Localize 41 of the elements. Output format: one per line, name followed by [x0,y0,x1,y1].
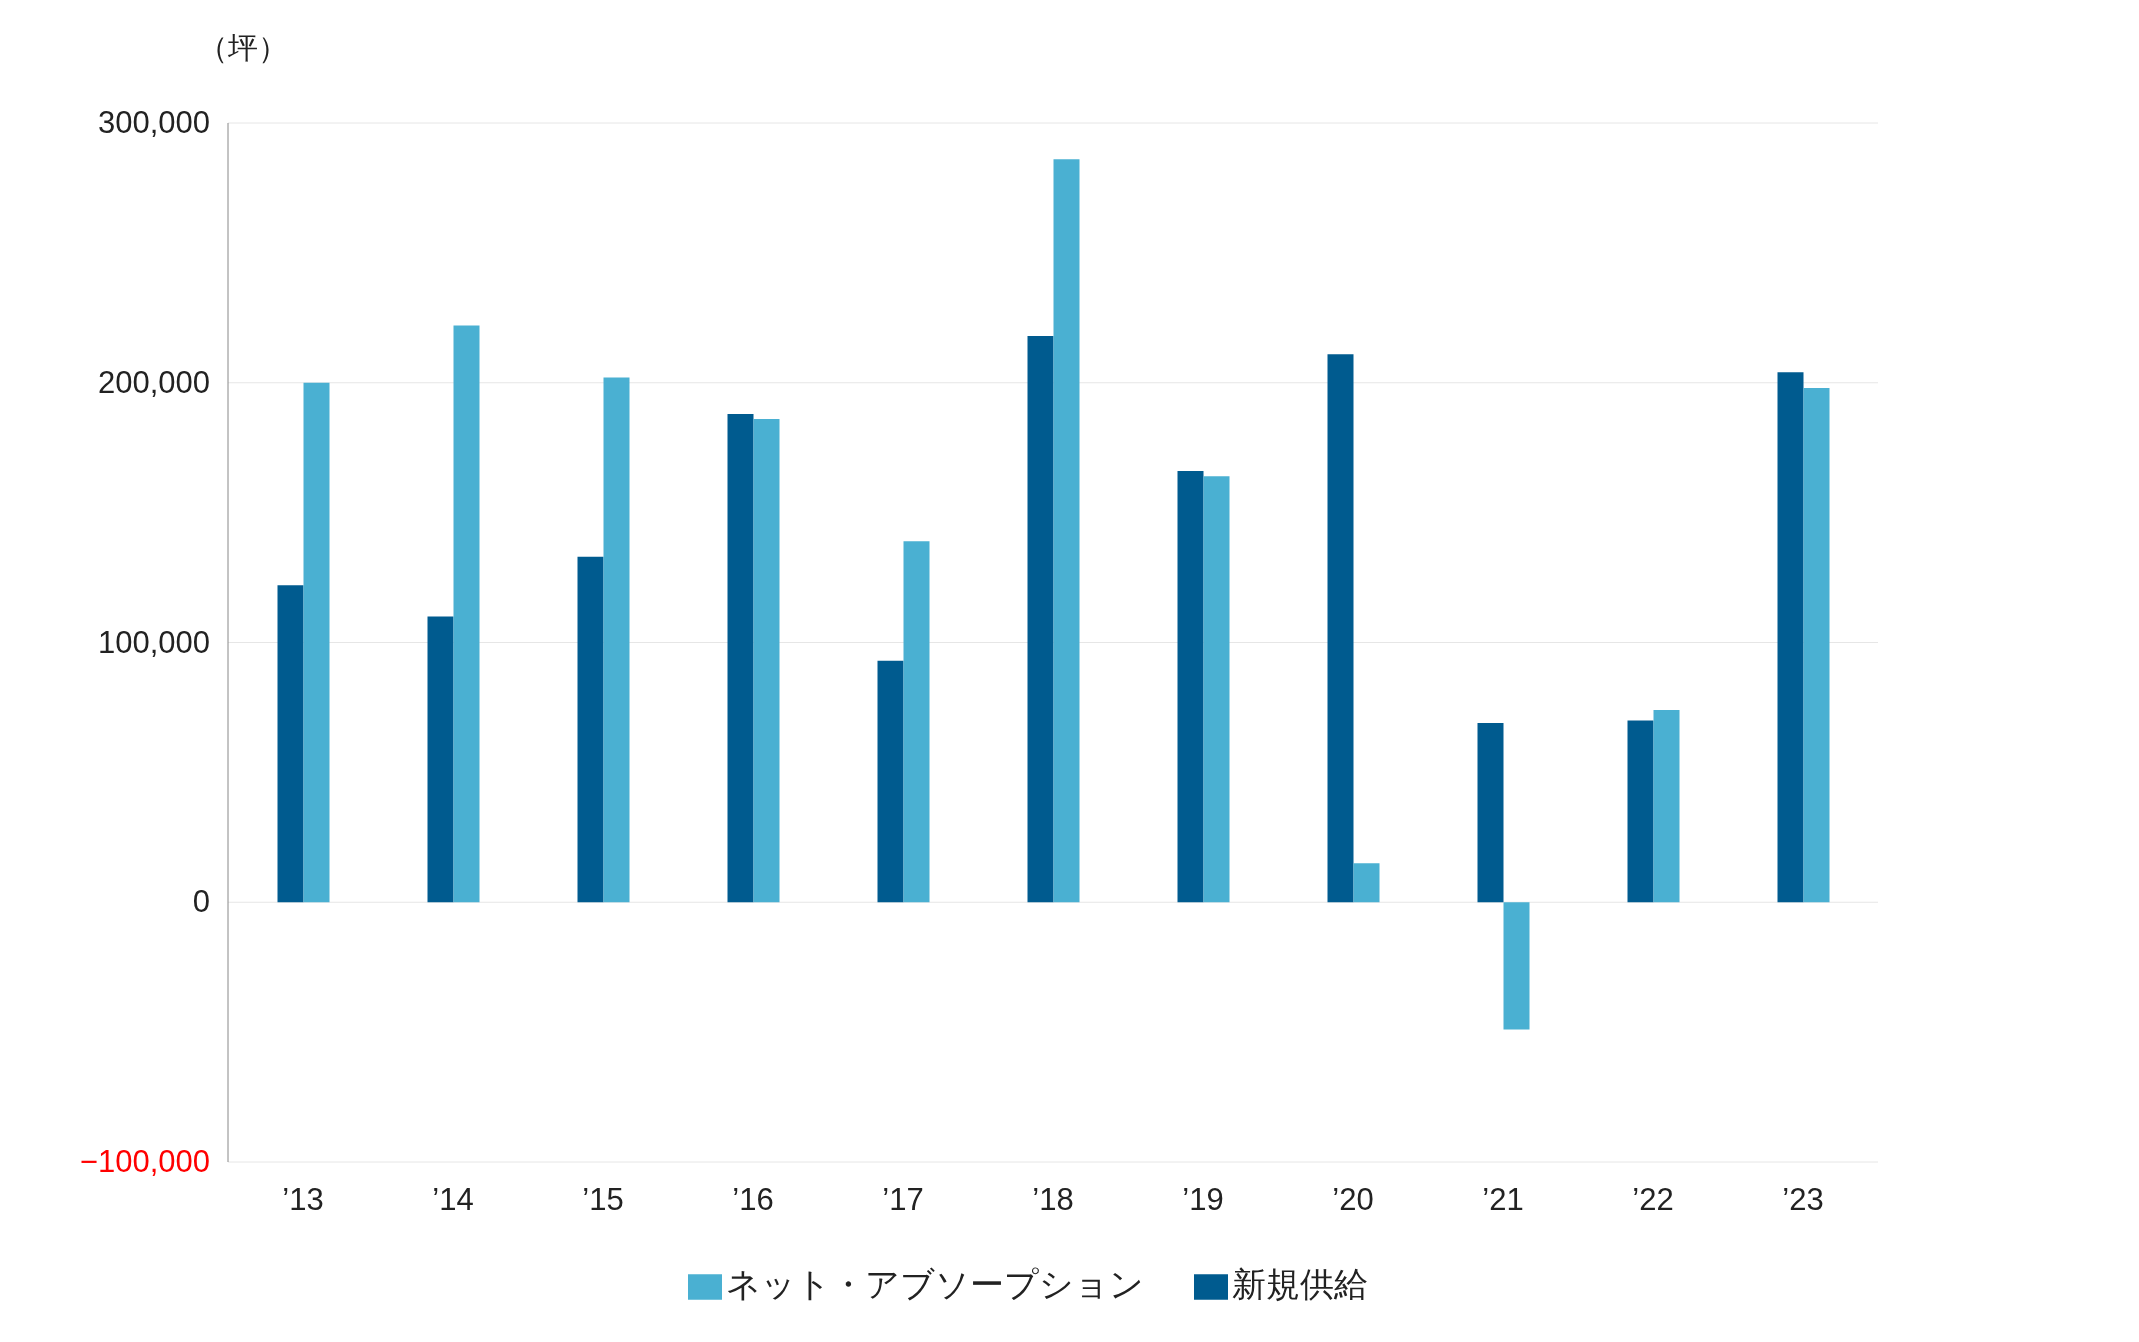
bar [727,413,754,903]
bar [453,325,480,903]
bar [903,541,930,903]
x-tick-label: ’19 [1182,1182,1224,1218]
x-tick-label: ’23 [1782,1182,1824,1218]
bar [1503,902,1530,1030]
legend-label: 新規供給 [1232,1265,1368,1303]
bar [577,556,604,903]
x-tick-label: ’13 [282,1182,324,1218]
bar [1653,710,1680,903]
x-tick-label: ’14 [432,1182,474,1218]
x-tick-label: ’21 [1482,1182,1524,1218]
bar [1053,159,1080,903]
bar [1177,471,1204,903]
legend-label: ネット・アブソープション [726,1265,1144,1303]
bar [1803,387,1830,903]
x-tick-label: ’15 [582,1182,624,1218]
bar [1777,372,1804,903]
y-axis-title: （坪） [198,30,288,66]
bar [1627,720,1654,903]
bar [277,585,304,903]
x-tick-label: ’16 [732,1182,774,1218]
bar [753,419,780,903]
bar [303,382,330,903]
x-tick-label: ’18 [1032,1182,1074,1218]
bar [603,377,630,903]
bar [1353,863,1380,903]
y-tick-label: 200,000 [97,364,210,400]
x-tick-label: ’20 [1332,1182,1374,1218]
x-tick-label: ’22 [1632,1182,1674,1218]
y-tick-label: 100,000 [97,624,210,660]
y-tick-label: 0 [192,884,210,920]
bar [877,660,904,903]
bar [1203,476,1230,903]
bar [1327,354,1354,903]
bar [1027,336,1054,903]
y-tick-label: 300,000 [97,105,210,140]
bar [1477,723,1504,903]
bar [427,616,454,903]
y-tick-label: −100,000 [79,1144,210,1179]
x-tick-label: ’17 [882,1182,924,1218]
